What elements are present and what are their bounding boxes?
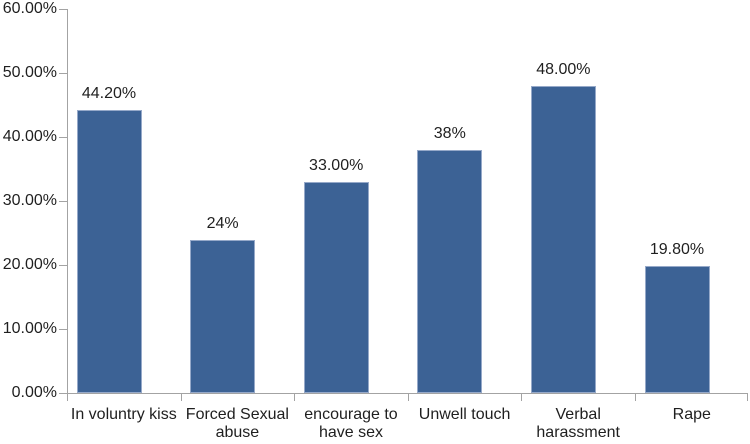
category-label: Rape: [635, 406, 749, 424]
category-label: Verbal harassment: [521, 406, 635, 442]
y-tick: [59, 73, 67, 75]
bar: [644, 266, 710, 393]
bar: [417, 149, 483, 393]
y-tick: [59, 9, 67, 11]
y-tick-label: 60.00%: [2, 0, 57, 18]
y-tick: [59, 201, 67, 203]
category-label: Unwell touch: [408, 406, 522, 424]
category-label: In voluntry kiss: [67, 406, 181, 424]
bar: [530, 86, 596, 393]
x-tick: [635, 394, 636, 401]
bar: [190, 239, 256, 393]
category-label-line: Forced Sexual: [185, 406, 289, 423]
bar-value-label: 33.00%: [309, 156, 364, 174]
x-axis-line: [67, 393, 748, 394]
x-tick: [180, 394, 182, 401]
y-tick-label: 10.00%: [2, 320, 57, 338]
bar-value-label: 48.00%: [536, 61, 591, 79]
y-tick-label: 20.00%: [2, 256, 57, 274]
x-tick: [521, 394, 523, 401]
bar: [76, 110, 142, 393]
bar: [303, 181, 369, 393]
category-label-line: In voluntry kiss: [70, 406, 177, 423]
y-axis-line: [67, 9, 68, 394]
x-tick: [407, 394, 409, 401]
bar-value-label: 38%: [433, 124, 466, 142]
bar-value-label: 19.80%: [649, 241, 705, 259]
x-tick: [747, 394, 748, 401]
category-label-line: Verbal: [555, 406, 601, 423]
x-tick: [67, 394, 68, 401]
y-tick-label: 50.00%: [2, 64, 57, 82]
y-tick: [59, 265, 67, 267]
y-tick-label: 30.00%: [2, 192, 57, 210]
category-label: encourage to have sex: [294, 406, 408, 442]
bar-value-label: 44.20%: [81, 85, 137, 103]
category-label-line: abuse: [215, 424, 260, 441]
bar-value-label: 24%: [206, 214, 239, 232]
y-tick: [59, 329, 67, 331]
category-label-line: encourage to: [304, 406, 398, 423]
category-label-line: harassment: [536, 424, 620, 441]
category-label: Forced Sexual abuse: [181, 406, 295, 442]
category-label-line: have sex: [318, 424, 383, 441]
x-tick: [294, 394, 296, 401]
y-tick: [59, 393, 67, 394]
y-tick-label: 40.00%: [2, 128, 57, 146]
y-tick-label: 0.00%: [11, 384, 57, 401]
y-tick: [59, 137, 67, 139]
category-label-line: Unwell touch: [418, 406, 511, 423]
category-label-line: Rape: [672, 406, 711, 423]
